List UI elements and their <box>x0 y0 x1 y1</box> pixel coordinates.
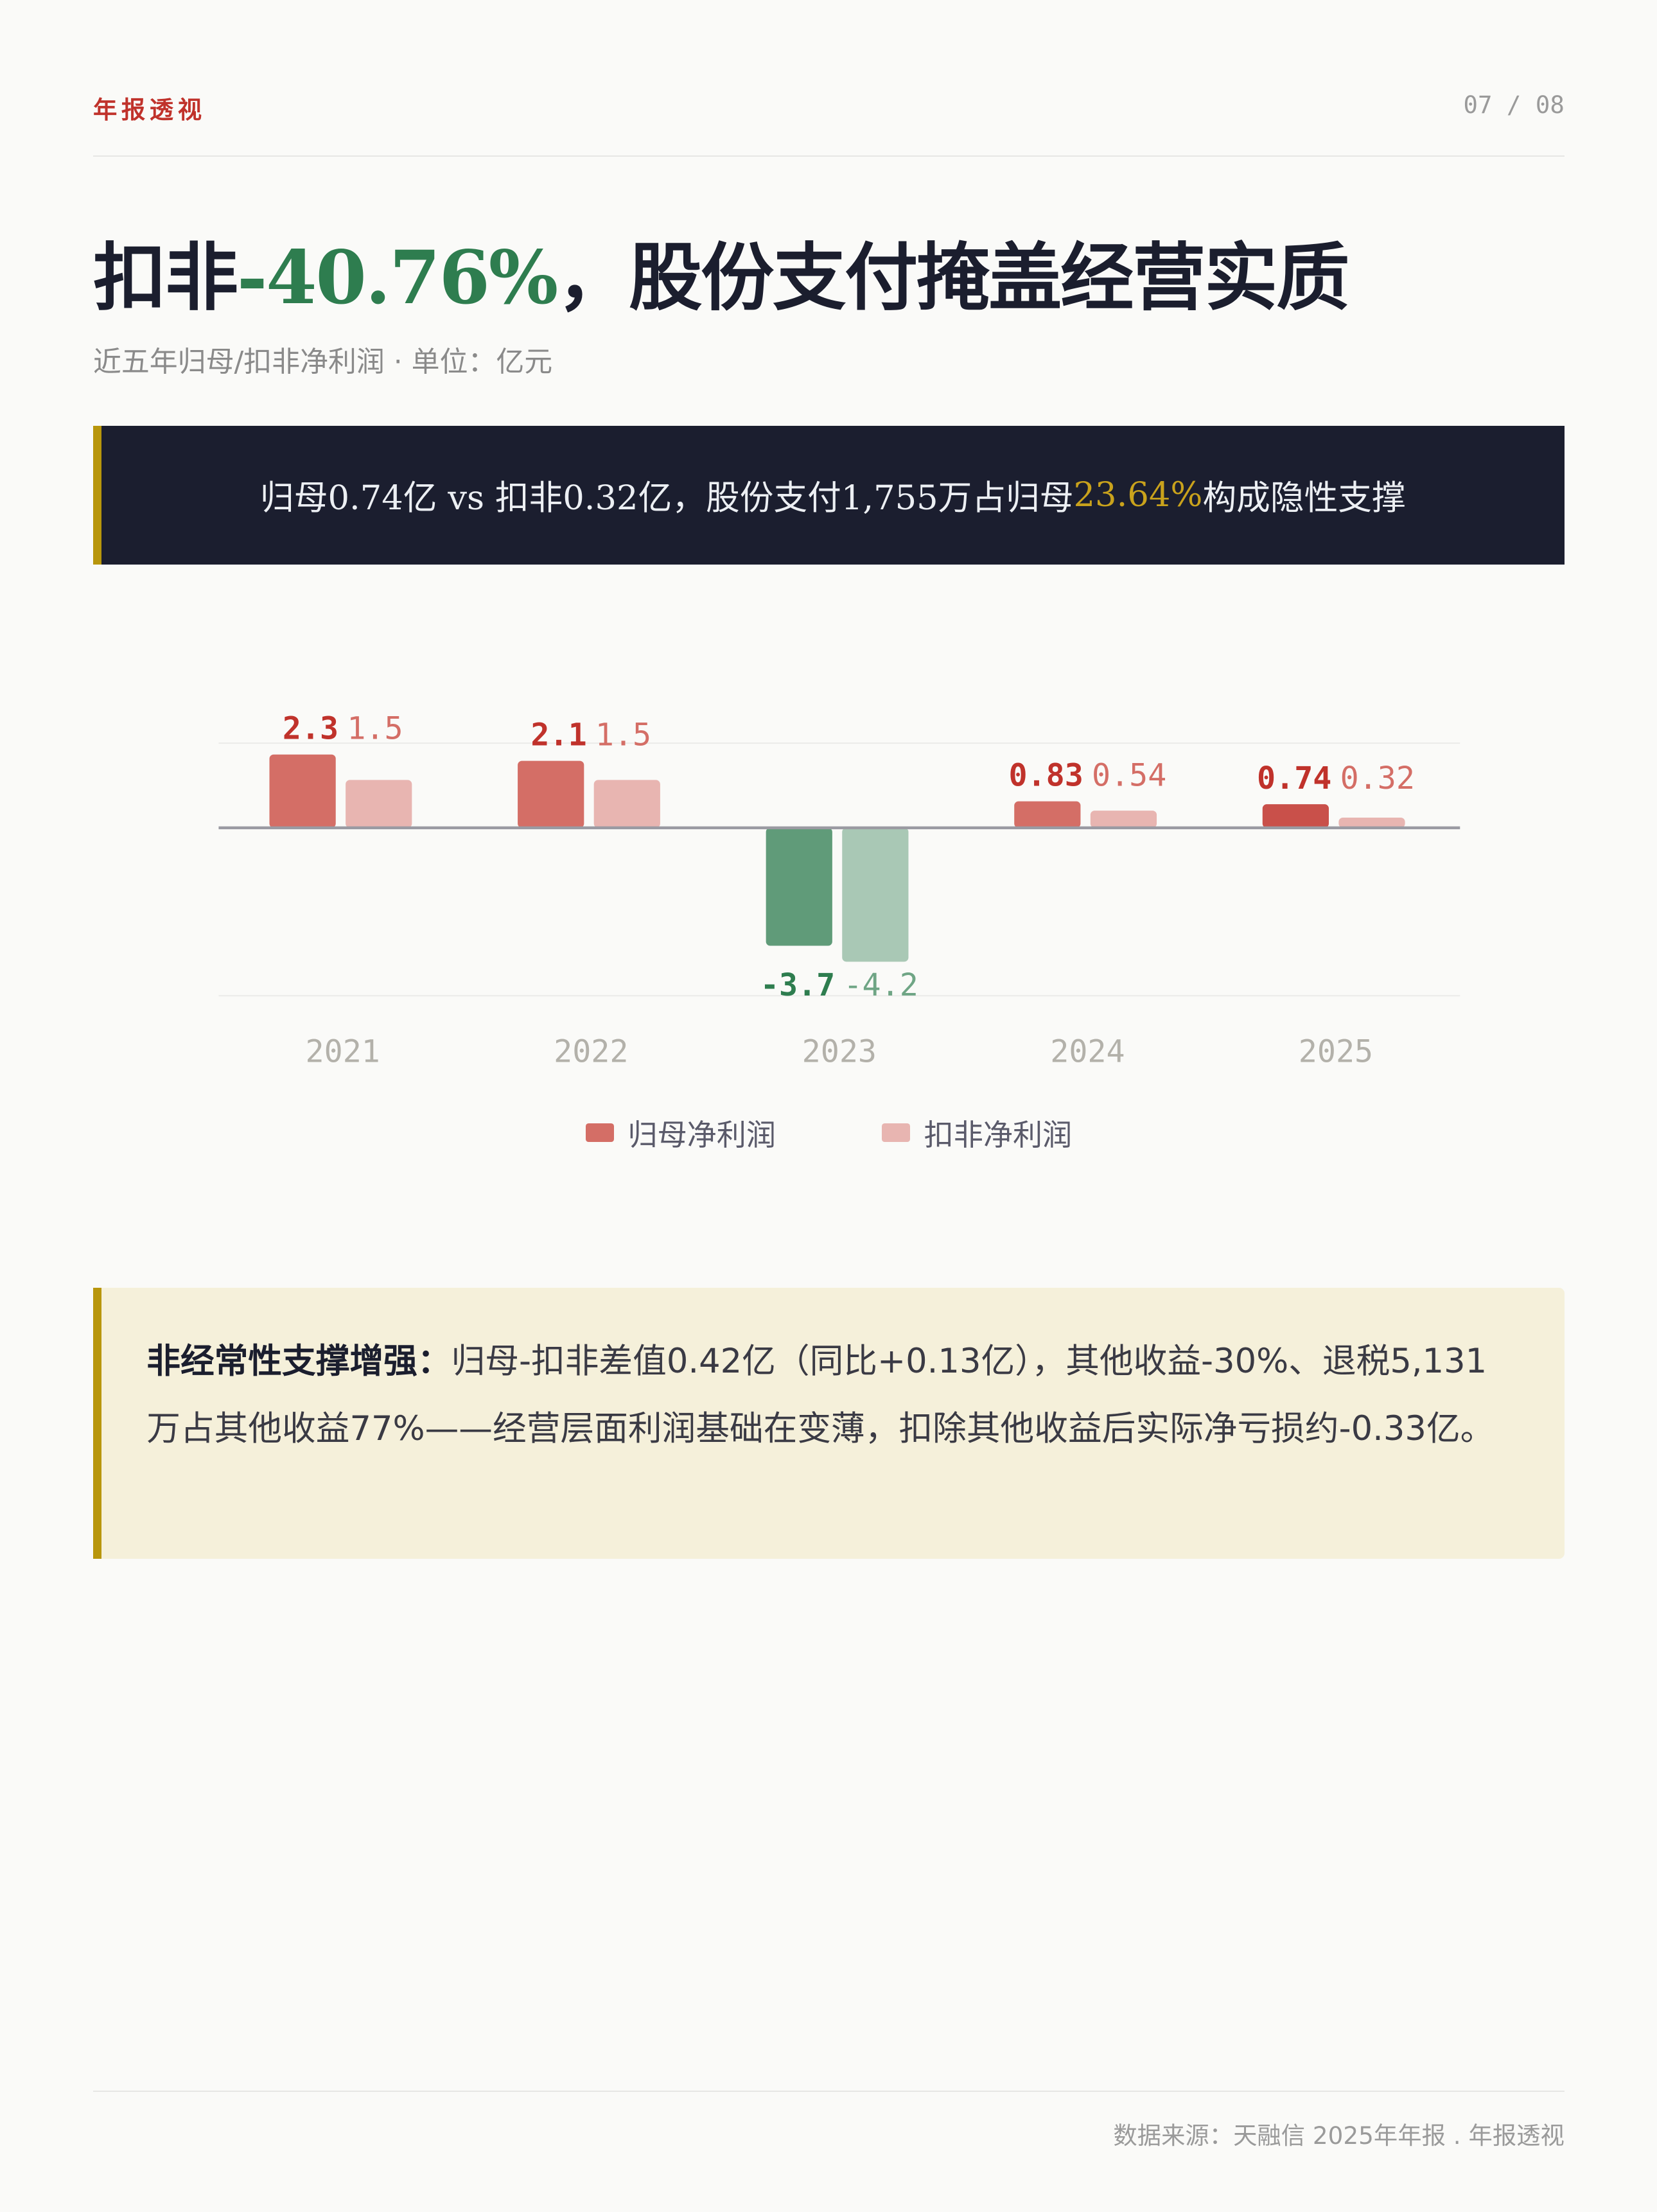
value-labels-2025: 0.74 0.32 <box>1257 760 1415 796</box>
value-labels-2021: 2.3 1.5 <box>283 711 403 747</box>
value-labels-2023: -3.7 -4.2 <box>760 967 918 1003</box>
page-indicator: 07 / 08 <box>1463 90 1565 119</box>
data-label: 2.3 <box>283 711 338 747</box>
bar-2022-series-0 <box>518 761 584 829</box>
data-label: 1.5 <box>595 717 651 753</box>
x-tick-label: 2025 <box>1299 1034 1373 1070</box>
banner-text: 归母0.74亿 vs 扣非0.32亿，股份支付1,755万占归母 <box>260 478 1074 518</box>
x-tick-label: 2024 <box>1050 1034 1125 1070</box>
value-labels-2024: 0.83 0.54 <box>1008 758 1166 794</box>
data-label: 0.83 <box>1008 758 1083 794</box>
note-lead: 非经常性支撑增强： <box>146 1341 452 1381</box>
brand-label: 年报透视 <box>92 95 206 124</box>
banner-text-end: 构成隐性支撑 <box>1202 478 1406 518</box>
legend-item-secondary: 扣非净利润 <box>881 1112 1073 1154</box>
legend-label: 归母净利润 <box>627 1117 776 1152</box>
bar-2023-series-0 <box>766 828 832 946</box>
data-label: 2.1 <box>530 717 586 753</box>
bar-2024-series-1 <box>1090 811 1157 829</box>
legend-label: 扣非净利润 <box>924 1117 1073 1152</box>
value-labels-2022: 2.1 1.5 <box>530 717 651 753</box>
chart-legend: 归母净利润 扣非净利润 <box>0 1112 1657 1154</box>
bar-2021-series-0 <box>269 755 336 829</box>
footer-divider <box>92 2091 1565 2093</box>
bar-2021-series-1 <box>346 780 412 829</box>
data-label: -3.7 <box>760 967 835 1003</box>
key-insight-banner: 归母0.74亿 vs 扣非0.32亿，股份支付1,755万占归母 23.64% 构成… <box>92 426 1565 565</box>
data-label: 1.5 <box>347 711 403 747</box>
footer-source: 数据来源：天融信 2025年年报 . 年报透视 <box>1113 2121 1565 2150</box>
page-title: 扣非-40.76%，股份支付掩盖经营实质 <box>92 218 1349 324</box>
legend-swatch <box>585 1123 614 1143</box>
title-highlight: -40.76% <box>236 234 558 321</box>
bar-2022-series-1 <box>593 780 660 829</box>
bar-2025-series-0 <box>1262 804 1329 829</box>
data-label: 0.54 <box>1092 758 1166 794</box>
data-label: 0.32 <box>1340 760 1415 796</box>
x-tick-label: 2022 <box>554 1034 628 1070</box>
bar-2023-series-1 <box>842 828 909 962</box>
header-divider <box>92 155 1565 157</box>
legend-swatch <box>881 1123 910 1143</box>
analysis-note: 非经常性支撑增强：归母-扣非差值0.42亿（同比+0.13亿），其他收益-30%… <box>92 1288 1565 1559</box>
banner-highlight: 23.64% <box>1073 475 1203 515</box>
bar-2025-series-1 <box>1338 818 1405 829</box>
subtitle: 近五年归母/扣非净利润 · 单位：亿元 <box>92 346 553 379</box>
legend-item-primary: 归母净利润 <box>585 1112 776 1154</box>
title-prefix: 扣非 <box>92 234 238 321</box>
bar-2024-series-0 <box>1014 802 1081 829</box>
x-tick-label: 2021 <box>306 1034 380 1070</box>
data-label: -4.2 <box>843 967 918 1003</box>
data-label: 0.74 <box>1257 760 1331 796</box>
note-body: 归母-扣非差值0.42亿（同比+0.13亿），其他收益-30%、退税5,131万… <box>146 1341 1495 1449</box>
x-tick-label: 2023 <box>802 1034 877 1070</box>
title-suffix: ，股份支付掩盖经营实质 <box>557 234 1349 321</box>
